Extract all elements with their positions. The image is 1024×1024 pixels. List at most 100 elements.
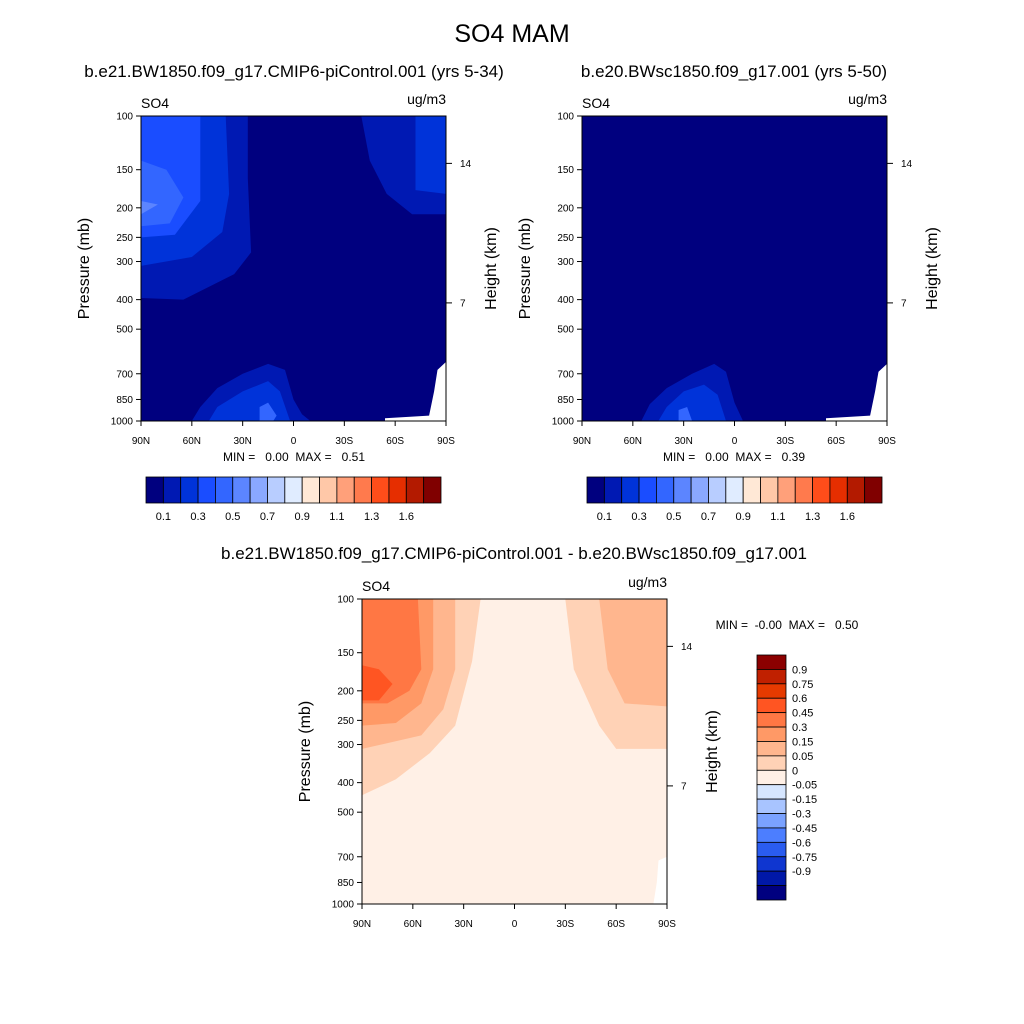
contour-field bbox=[582, 116, 887, 421]
lat-tick-label: 90S bbox=[658, 919, 676, 930]
pressure-tick-label: 250 bbox=[337, 716, 354, 727]
lat-tick-label: 60S bbox=[827, 436, 845, 447]
colorbar-swatch bbox=[267, 476, 286, 504]
colorbar-swatch bbox=[690, 476, 709, 504]
contour-region bbox=[678, 407, 693, 421]
height-tick-label: 7 bbox=[681, 781, 687, 792]
colorbar-swatch bbox=[864, 476, 883, 504]
colorbar-label: 1.1 bbox=[770, 511, 785, 523]
chart-panel-1: b.e21.BW1850.f09_g17.CMIP6-piControl.001… bbox=[76, 62, 504, 523]
colorbar-label: 0.9 bbox=[295, 511, 310, 523]
colorbar-swatch bbox=[319, 476, 338, 504]
colorbar-label: 1.6 bbox=[399, 511, 414, 523]
lat-tick-label: 90N bbox=[132, 436, 150, 447]
lat-tick-label: 60N bbox=[404, 919, 422, 930]
colorbar-swatch bbox=[756, 841, 787, 858]
colorbar-swatch bbox=[621, 476, 640, 504]
colorbar-label: 1.3 bbox=[805, 511, 820, 523]
colorbar-swatch bbox=[756, 813, 787, 829]
colorbar-label: -0.9 bbox=[792, 866, 811, 878]
pressure-tick-label: 150 bbox=[337, 648, 354, 659]
pressure-tick-label: 200 bbox=[337, 686, 354, 697]
colorbar: 0.1 0.3 0.5 0.7 0.9 1.1 1.3 1.6 bbox=[586, 476, 883, 523]
colorbar-swatch bbox=[638, 476, 657, 504]
pressure-tick-label: 150 bbox=[116, 165, 133, 176]
colorbar-label: -0.3 bbox=[792, 809, 811, 821]
min-max-stats: MIN = 0.00 MAX = 0.51 bbox=[223, 450, 365, 464]
units-label: ug/m3 bbox=[407, 91, 446, 107]
variable-label: SO4 bbox=[141, 95, 169, 111]
colorbar-label: 0.3 bbox=[792, 722, 807, 734]
lat-tick-label: 60N bbox=[183, 436, 201, 447]
pressure-tick-label: 700 bbox=[557, 369, 574, 380]
colorbar-swatch bbox=[756, 784, 787, 800]
colorbar-label: -0.6 bbox=[792, 837, 811, 849]
colorbar-label: -0.45 bbox=[792, 823, 817, 835]
y-axis-label: Pressure (mb) bbox=[517, 218, 534, 319]
colorbar-swatch bbox=[756, 769, 787, 786]
lat-tick-label: 90N bbox=[573, 436, 591, 447]
y-axis-right-label: Height (km) bbox=[483, 227, 500, 310]
contour-region bbox=[385, 361, 446, 421]
y-axis-right-label: Height (km) bbox=[704, 710, 721, 793]
colorbar-swatch bbox=[162, 476, 182, 504]
colorbar-swatch bbox=[405, 476, 425, 504]
lat-tick-label: 60S bbox=[607, 919, 625, 930]
pressure-tick-label: 250 bbox=[116, 233, 133, 244]
colorbar-swatch bbox=[388, 476, 407, 504]
pressure-tick-label: 1000 bbox=[552, 417, 575, 428]
colorbar-swatch bbox=[756, 870, 787, 886]
pressure-tick-label: 1000 bbox=[332, 900, 355, 911]
colorbar-swatch bbox=[284, 476, 303, 504]
pressure-tick-label: 850 bbox=[337, 878, 354, 889]
lat-tick-label: 30N bbox=[233, 436, 251, 447]
lat-tick-label: 90S bbox=[878, 436, 896, 447]
lat-tick-label: 30S bbox=[556, 919, 574, 930]
lat-tick-label: 30N bbox=[674, 436, 692, 447]
height-tick-label: 7 bbox=[901, 298, 907, 309]
lat-tick-label: 0 bbox=[732, 436, 738, 447]
colorbar: 0.9 0.75 0.6 0.45 0.3 0.15 0.05 0 -0.05 -0.15 -0.3… bbox=[756, 654, 817, 901]
pressure-tick-label: 250 bbox=[557, 233, 574, 244]
height-tick-label: 14 bbox=[681, 642, 693, 653]
pressure-tick-label: 200 bbox=[116, 203, 133, 214]
variable-label: SO4 bbox=[362, 578, 390, 594]
colorbar-swatch bbox=[742, 476, 761, 504]
pressure-tick-label: 850 bbox=[116, 395, 133, 406]
pressure-tick-label: 400 bbox=[116, 295, 133, 306]
pressure-tick-label: 500 bbox=[557, 325, 574, 336]
pressure-tick-label: 100 bbox=[337, 595, 354, 606]
colorbar-label: 1.3 bbox=[364, 511, 379, 523]
colorbar-swatch bbox=[756, 827, 787, 843]
colorbar-swatch bbox=[708, 476, 727, 504]
colorbar-label: -0.75 bbox=[792, 852, 817, 864]
variable-label: SO4 bbox=[582, 95, 610, 111]
lat-tick-label: 90S bbox=[437, 436, 455, 447]
chart-panel-3: b.e21.BW1850.f09_g17.CMIP6-piControl.001… bbox=[221, 544, 859, 930]
lat-tick-label: 90N bbox=[353, 919, 371, 930]
pressure-tick-label: 150 bbox=[557, 165, 574, 176]
lat-tick-label: 30S bbox=[335, 436, 353, 447]
lat-tick-label: 60S bbox=[386, 436, 404, 447]
page-title: SO4 MAM bbox=[454, 20, 569, 48]
colorbar-swatch bbox=[756, 798, 787, 814]
pressure-tick-label: 100 bbox=[116, 112, 133, 123]
contour-field bbox=[362, 599, 667, 904]
colorbar-label: 0.45 bbox=[792, 708, 813, 720]
colorbar-label: 0.9 bbox=[792, 664, 807, 676]
contour-region bbox=[415, 116, 446, 194]
pressure-tick-label: 500 bbox=[116, 325, 133, 336]
colorbar-swatch bbox=[232, 476, 251, 504]
colorbar-label: 0.5 bbox=[666, 511, 681, 523]
colorbar-swatch bbox=[180, 476, 199, 504]
colorbar-label: -0.05 bbox=[792, 780, 817, 792]
chart-panel-2: b.e20.BWsc1850.f09_g17.001 (yrs 5-50) SO4… bbox=[517, 62, 941, 523]
pressure-tick-label: 300 bbox=[116, 257, 133, 268]
colorbar-label: 0.75 bbox=[792, 679, 813, 691]
y-axis-label: Pressure (mb) bbox=[76, 218, 93, 319]
colorbar-label: 0 bbox=[792, 765, 798, 777]
colorbar-swatch bbox=[756, 885, 787, 901]
contour-region bbox=[141, 201, 158, 215]
colorbar-swatch bbox=[656, 476, 675, 504]
